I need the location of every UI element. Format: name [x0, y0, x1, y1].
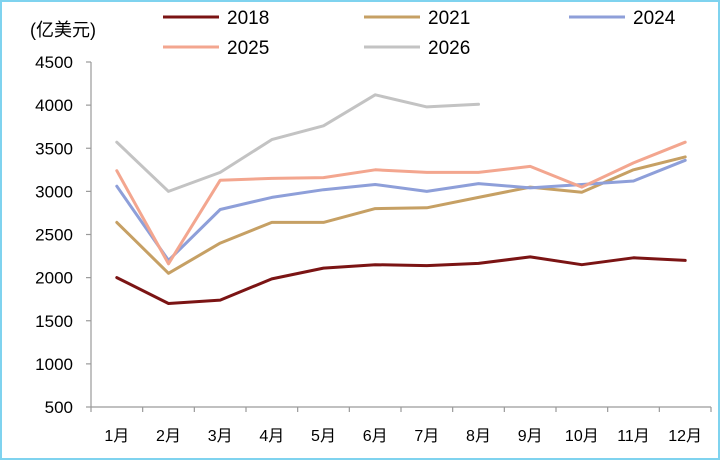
y-axis-ticks: 500 1000 1500 2000 2500 3000 3500 4000 4500 [35, 53, 91, 417]
y-tick-label: 2000 [35, 269, 73, 288]
legend: 2018 2021 2024 2025 2026 [163, 8, 676, 59]
legend-item-2025: 2025 [163, 38, 269, 59]
x-tick-label: 5月 [311, 428, 336, 445]
x-tick-label: 9月 [518, 428, 543, 445]
x-axis-ticks: 1月 2月 3月 4月 5月 6月 7月 8月 9月 10月 11月 12月 [90, 407, 712, 445]
series-lines [115, 93, 687, 305]
y-tick-label: 2500 [35, 226, 73, 245]
legend-item-2024: 2024 [569, 8, 676, 29]
series-line-2018 [115, 255, 687, 305]
legend-item-2018: 2018 [163, 8, 269, 29]
x-tick-label: 12月 [668, 428, 702, 445]
y-axis-title: (亿美元) [30, 20, 96, 40]
x-tick-label: 10月 [565, 428, 599, 445]
series-line-2026 [115, 93, 480, 193]
legend-label: 2025 [227, 38, 269, 59]
axes [90, 62, 711, 408]
x-tick-label: 2月 [156, 428, 181, 445]
legend-label: 2024 [633, 8, 676, 29]
y-tick-label: 4000 [35, 96, 73, 115]
x-tick-label: 6月 [363, 428, 388, 445]
x-tick-label: 1月 [104, 428, 129, 445]
legend-item-2026: 2026 [364, 38, 470, 59]
legend-label: 2021 [428, 8, 470, 29]
x-tick-label: 7月 [414, 428, 439, 445]
y-tick-label: 4500 [35, 53, 73, 72]
x-tick-label: 8月 [466, 428, 491, 445]
series-line-2025 [115, 140, 687, 266]
x-tick-label: 4月 [259, 428, 284, 445]
y-tick-label: 500 [45, 398, 73, 417]
series-line-2021 [115, 155, 687, 275]
legend-item-2021: 2021 [364, 8, 470, 29]
y-tick-label: 3000 [35, 182, 73, 201]
legend-label: 2018 [227, 8, 269, 29]
x-tick-label: 3月 [208, 428, 233, 445]
x-tick-label: 11月 [617, 428, 650, 445]
legend-label: 2026 [428, 38, 470, 59]
y-tick-label: 3500 [35, 139, 73, 158]
y-tick-label: 1000 [35, 355, 73, 374]
y-tick-label: 1500 [35, 312, 73, 331]
